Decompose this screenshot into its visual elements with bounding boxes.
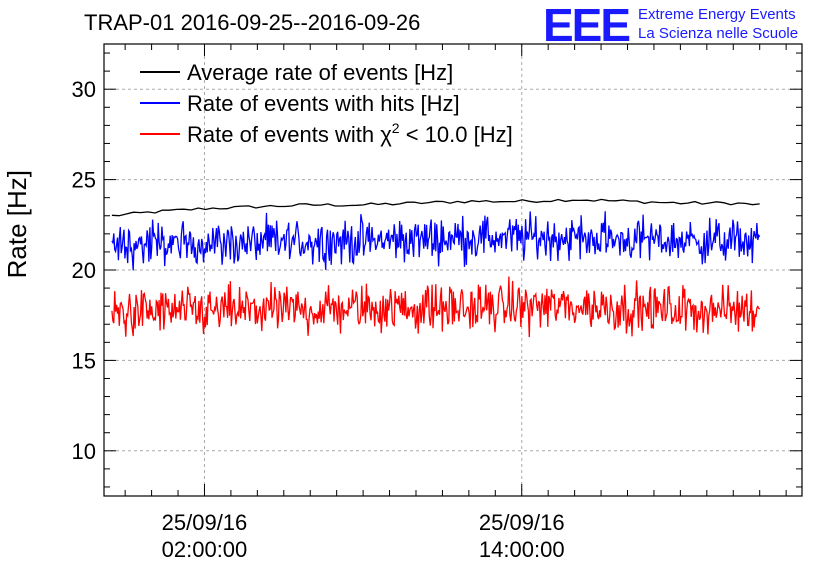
y-tick-label: 20 <box>72 258 96 283</box>
x-tick-label-time: 02:00:00 <box>162 537 248 562</box>
legend-entry-label: Rate of events with hits [Hz] <box>187 91 460 116</box>
series-line-2 <box>111 276 761 338</box>
series-line-1 <box>111 211 761 271</box>
y-tick-label: 15 <box>72 348 96 373</box>
y-tick-label: 10 <box>72 439 96 464</box>
x-tick-label-date: 25/09/16 <box>162 510 248 535</box>
y-tick-label: 30 <box>72 77 96 102</box>
logo-subtitle-line1: Extreme Energy Events <box>638 6 796 23</box>
eee-logo: EEE <box>543 0 631 51</box>
logo-subtitle-line2: La Scienza nelle Scuole <box>638 25 799 42</box>
x-tick-label-date: 25/09/16 <box>479 510 565 535</box>
legend-entry-label: Average rate of events [Hz] <box>187 60 453 85</box>
legend-entry-label: Rate of events with χ2 < 10.0 [Hz] <box>187 120 513 147</box>
series-line-0 <box>111 198 760 217</box>
y-tick-label: 25 <box>72 168 96 193</box>
chart-title: TRAP-01 2016-09-25--2016-09-26 <box>84 10 421 35</box>
x-tick-label-time: 14:00:00 <box>479 537 565 562</box>
